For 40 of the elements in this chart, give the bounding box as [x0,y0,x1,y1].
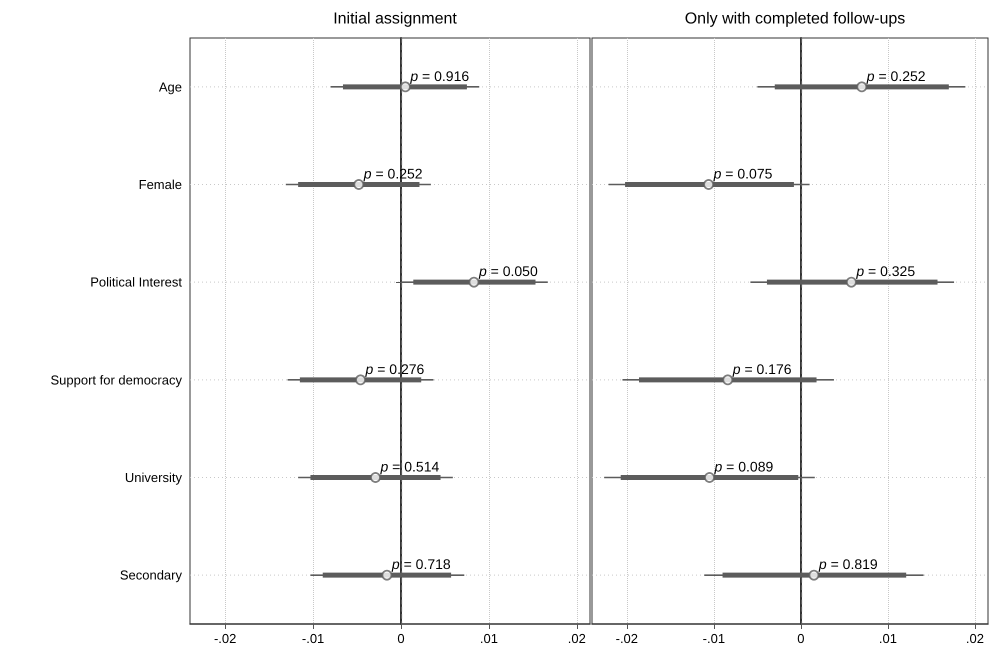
annotation: p = 0.514 [379,458,440,474]
annotation: p = 0.325 [855,263,916,280]
y-tick-label: University [124,470,182,485]
y-tick-label: Female [138,177,182,192]
x-tick-label: .01 [480,631,498,646]
annotation: p = 0.075 [712,166,773,182]
annotation: p = 0.819 [818,556,878,572]
chart-title: Only with completed follow-ups [684,10,906,28]
y-tick-label: Political Interest [90,274,182,290]
x-tick-label: 0 [797,631,804,646]
y-tick-label: Support for democracy [50,372,182,388]
x-tick-label: .02 [966,631,984,646]
point [722,374,734,386]
annotation: p = 0.050 [478,263,538,280]
annotation: p = 0.089 [713,458,774,474]
x-tick-label: -.02 [214,631,236,646]
y-tick-label: Age [158,79,182,94]
point [370,472,381,483]
point [703,179,714,190]
x-tick-label: .01 [878,631,897,646]
point [382,570,392,581]
y-tick-label: Secondary [120,568,182,583]
annotation: p = 0.252 [866,68,926,84]
point [846,276,857,288]
x-tick-label: -.01 [302,631,324,646]
annotation: p = 0.718 [390,556,451,572]
x-tick-label: .02 [568,631,586,646]
x-tick-label: -.02 [616,631,638,646]
annotation: p = 0.916 [409,68,470,84]
point [353,179,364,190]
annotation: p = 0.176 [732,360,792,377]
x-tick-label: 0 [397,631,405,646]
point [355,374,366,386]
chart-title: Initial assignment [333,10,458,28]
point [468,276,480,288]
point [808,570,820,581]
x-tick-label: -.01 [702,631,726,646]
point [856,81,868,92]
point [704,472,715,483]
point [400,81,411,92]
